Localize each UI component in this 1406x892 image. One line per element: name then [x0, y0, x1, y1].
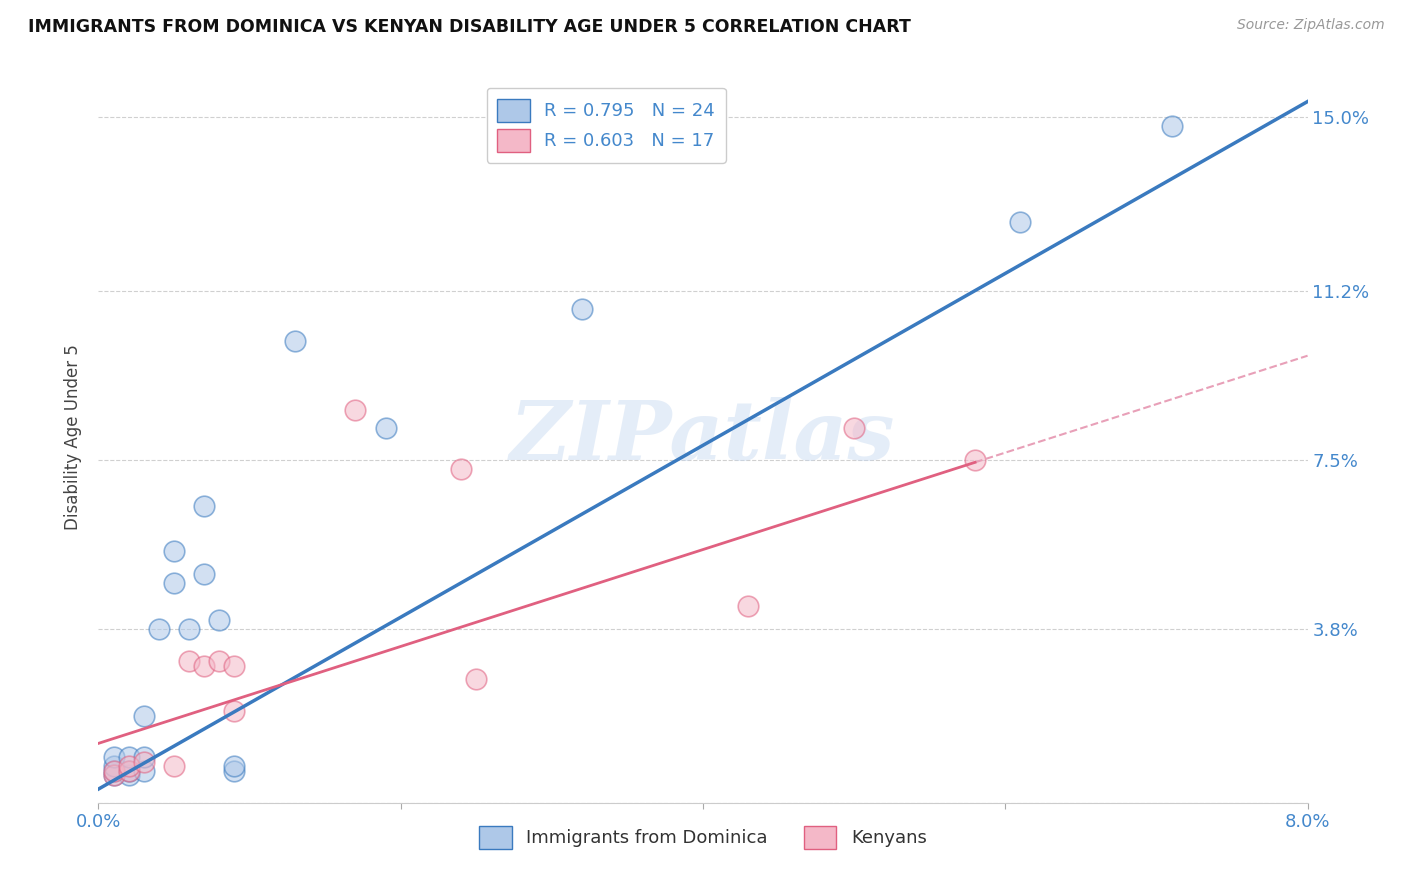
Point: [450, 462, 472, 476]
Point: [103, 764, 125, 778]
Point: [103, 768, 125, 782]
Point: [844, 421, 866, 435]
Point: [571, 302, 593, 317]
Point: [224, 658, 246, 673]
Point: [1160, 120, 1182, 134]
Point: [374, 421, 396, 435]
Text: IMMIGRANTS FROM DOMINICA VS KENYAN DISABILITY AGE UNDER 5 CORRELATION CHART: IMMIGRANTS FROM DOMINICA VS KENYAN DISAB…: [28, 18, 911, 36]
Point: [284, 334, 307, 348]
Point: [132, 755, 155, 769]
Point: [148, 622, 170, 636]
Point: [193, 499, 215, 513]
Point: [103, 759, 125, 773]
Point: [193, 658, 215, 673]
Point: [179, 654, 201, 668]
Point: [193, 567, 215, 582]
Point: [118, 764, 141, 778]
Point: [179, 622, 201, 636]
Point: [224, 764, 246, 778]
Point: [163, 576, 186, 591]
Point: [965, 453, 987, 467]
Point: [132, 764, 155, 778]
Y-axis label: Disability Age Under 5: Disability Age Under 5: [65, 344, 83, 530]
Point: [737, 599, 759, 614]
Point: [163, 759, 186, 773]
Point: [103, 768, 125, 782]
Point: [103, 764, 125, 778]
Text: ZIPatlas: ZIPatlas: [510, 397, 896, 477]
Legend: Immigrants from Dominica, Kenyans: Immigrants from Dominica, Kenyans: [468, 814, 938, 860]
Point: [132, 750, 155, 764]
Point: [103, 750, 125, 764]
Point: [1010, 215, 1032, 229]
Point: [118, 759, 141, 773]
Point: [118, 764, 141, 778]
Point: [118, 750, 141, 764]
Point: [208, 613, 231, 627]
Point: [224, 705, 246, 719]
Point: [208, 654, 231, 668]
Point: [344, 402, 367, 417]
Point: [224, 759, 246, 773]
Point: [118, 768, 141, 782]
Point: [163, 544, 186, 558]
Text: Source: ZipAtlas.com: Source: ZipAtlas.com: [1237, 18, 1385, 32]
Point: [132, 709, 155, 723]
Point: [465, 673, 488, 687]
